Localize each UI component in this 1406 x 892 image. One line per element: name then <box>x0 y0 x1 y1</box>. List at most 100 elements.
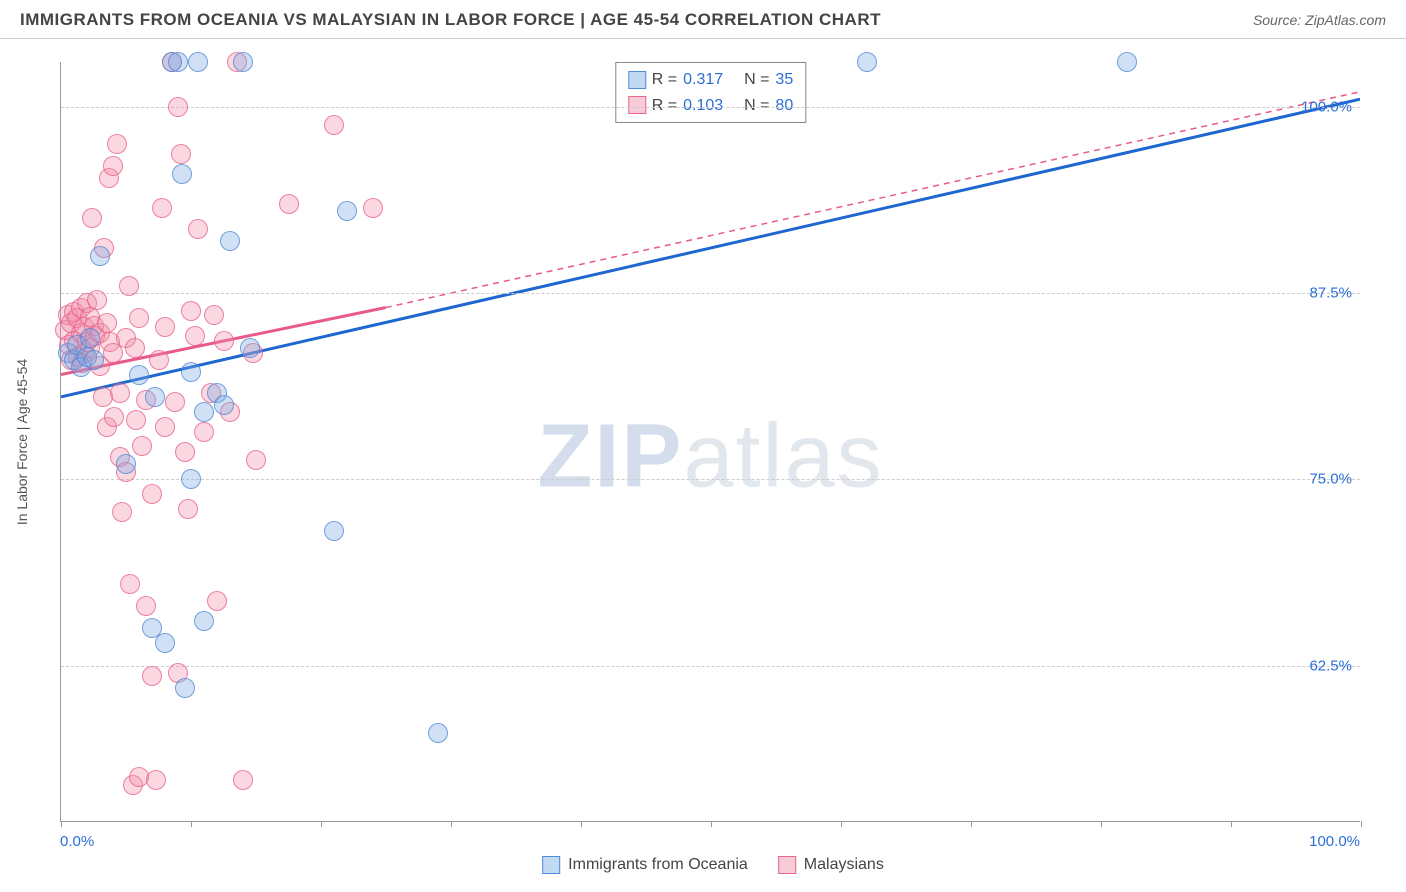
y-tick-label: 100.0% <box>1301 98 1352 115</box>
data-point <box>172 164 192 184</box>
data-point <box>149 350 169 370</box>
y-tick-label: 87.5% <box>1309 284 1352 301</box>
legend-label-blue: Immigrants from Oceania <box>568 856 748 874</box>
data-point <box>181 301 201 321</box>
swatch-pink-icon <box>778 856 796 874</box>
legend-item-blue: Immigrants from Oceania <box>542 856 748 874</box>
trend-lines <box>61 62 1360 821</box>
x-tick <box>1101 821 1102 827</box>
series-legend: Immigrants from Oceania Malaysians <box>542 856 884 874</box>
data-point <box>246 450 266 470</box>
x-tick <box>451 821 452 827</box>
data-point <box>175 678 195 698</box>
legend-row-pink: R = 0.103 N = 80 <box>628 93 793 119</box>
data-point <box>97 313 117 333</box>
data-point <box>233 770 253 790</box>
data-point <box>233 52 253 72</box>
n-value-pink: 80 <box>775 93 793 119</box>
r-label: R = <box>652 67 677 93</box>
data-point <box>129 308 149 328</box>
x-tick <box>191 821 192 827</box>
gridline <box>61 479 1360 480</box>
data-point <box>90 246 110 266</box>
swatch-blue-icon <box>628 71 646 89</box>
data-point <box>146 770 166 790</box>
watermark-atlas: atlas <box>683 406 883 506</box>
data-point <box>129 365 149 385</box>
watermark: ZIPatlas <box>537 405 883 508</box>
y-tick-label: 75.0% <box>1309 471 1352 488</box>
data-point <box>168 52 188 72</box>
r-value-pink: 0.103 <box>683 93 723 119</box>
x-tick <box>581 821 582 827</box>
x-tick <box>61 821 62 827</box>
n-label: N = <box>744 93 769 119</box>
data-point <box>132 436 152 456</box>
data-point <box>178 499 198 519</box>
gridline <box>61 107 1360 108</box>
gridline <box>61 666 1360 667</box>
data-point <box>207 591 227 611</box>
data-point <box>142 484 162 504</box>
legend-row-blue: R = 0.317 N = 35 <box>628 67 793 93</box>
data-point <box>194 611 214 631</box>
chart-source: Source: ZipAtlas.com <box>1253 12 1386 28</box>
data-point <box>165 392 185 412</box>
data-point <box>181 469 201 489</box>
data-point <box>80 328 100 348</box>
legend-label-pink: Malaysians <box>804 856 884 874</box>
data-point <box>194 422 214 442</box>
data-point <box>188 219 208 239</box>
data-point <box>185 326 205 346</box>
chart-title: IMMIGRANTS FROM OCEANIA VS MALAYSIAN IN … <box>20 10 881 30</box>
data-point <box>324 115 344 135</box>
legend-item-pink: Malaysians <box>778 856 884 874</box>
data-point <box>204 305 224 325</box>
data-point <box>181 362 201 382</box>
data-point <box>1117 52 1137 72</box>
y-axis-title: In Labor Force | Age 45-54 <box>14 359 30 525</box>
x-tick <box>841 821 842 827</box>
gridline <box>61 293 1360 294</box>
data-point <box>142 666 162 686</box>
data-point <box>112 502 132 522</box>
x-tick <box>321 821 322 827</box>
data-point <box>116 454 136 474</box>
data-point <box>214 331 234 351</box>
data-point <box>175 442 195 462</box>
data-point <box>188 52 208 72</box>
data-point <box>126 410 146 430</box>
data-point <box>240 338 260 358</box>
data-point <box>155 417 175 437</box>
chart-container: In Labor Force | Age 45-54 ZIPatlas R = … <box>40 42 1386 842</box>
watermark-zip: ZIP <box>537 406 683 506</box>
data-point <box>220 231 240 251</box>
y-tick-label: 62.5% <box>1309 657 1352 674</box>
x-tick <box>1231 821 1232 827</box>
data-point <box>171 144 191 164</box>
x-axis-labels: 0.0% 100.0% <box>60 833 1360 850</box>
data-point <box>155 317 175 337</box>
data-point <box>152 198 172 218</box>
swatch-pink-icon <box>628 96 646 114</box>
swatch-blue-icon <box>542 856 560 874</box>
data-point <box>857 52 877 72</box>
x-tick <box>971 821 972 827</box>
r-label: R = <box>652 93 677 119</box>
data-point <box>120 574 140 594</box>
data-point <box>87 290 107 310</box>
data-point <box>107 134 127 154</box>
data-point <box>103 156 123 176</box>
chart-header: IMMIGRANTS FROM OCEANIA VS MALAYSIAN IN … <box>0 0 1406 39</box>
data-point <box>194 402 214 422</box>
data-point <box>155 633 175 653</box>
x-tick <box>711 821 712 827</box>
data-point <box>337 201 357 221</box>
data-point <box>214 395 234 415</box>
data-point <box>324 521 344 541</box>
n-value-blue: 35 <box>775 67 793 93</box>
n-label: N = <box>744 67 769 93</box>
data-point <box>82 208 102 228</box>
x-tick-right: 100.0% <box>1309 833 1360 850</box>
plot-area: ZIPatlas R = 0.317 N = 35 R = 0.103 N = … <box>60 62 1360 822</box>
